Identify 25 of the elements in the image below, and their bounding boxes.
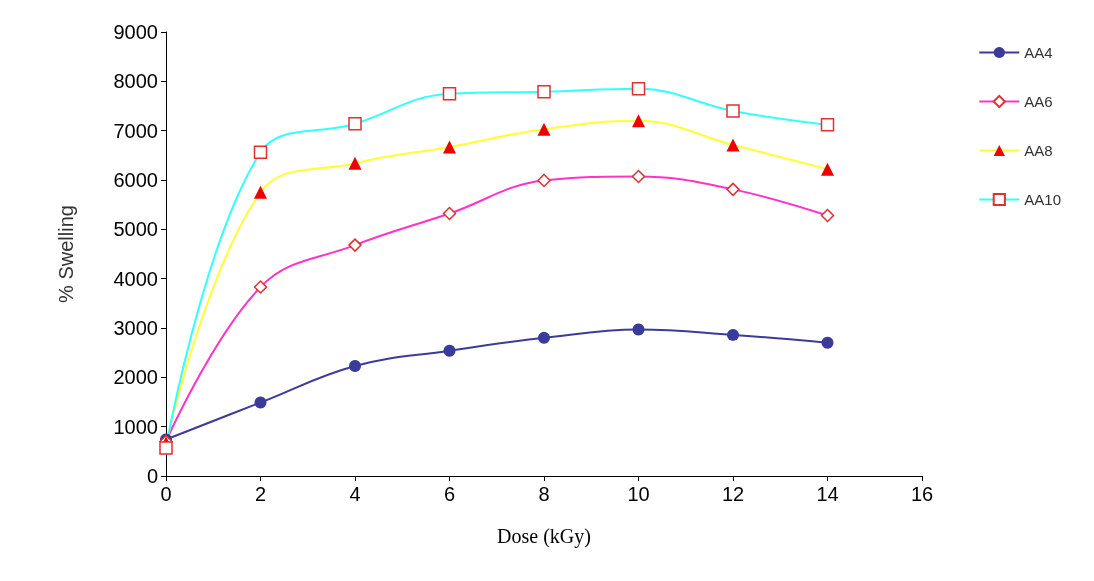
y-tick-label: 4000 [113,267,158,290]
legend-label: AA8 [1024,142,1053,159]
x-tick-label: 16 [910,483,934,505]
y-tick-label: 6000 [113,169,158,191]
y-tick-label: 9000 [113,21,158,43]
x-tick-label: 8 [538,483,550,505]
y-tick-label: 5000 [113,218,158,241]
y-tick-label: 7000 [113,119,158,142]
x-tick-label: 0 [160,483,172,505]
legend-label: AA4 [1024,44,1053,61]
y-tick-label: 8000 [113,70,158,93]
y-tick-label: 0 [146,465,158,487]
y-tick-label: 2000 [113,366,158,389]
x-axis-title: Dose (kGy) [497,525,591,548]
x-tick-label: 4 [349,483,361,505]
y-axis-title: % Swelling [55,205,77,303]
x-tick-label: 14 [816,483,839,505]
y-tick-label: 3000 [113,317,158,339]
legend-label: AA6 [1024,93,1053,110]
legend-label: AA10 [1024,191,1062,208]
x-tick-label: 10 [627,483,650,505]
x-tick-label: 2 [254,483,267,505]
y-tick-label: 1000 [113,415,158,438]
x-tick-label: 6 [443,483,456,505]
x-tick-label: 12 [721,483,745,505]
